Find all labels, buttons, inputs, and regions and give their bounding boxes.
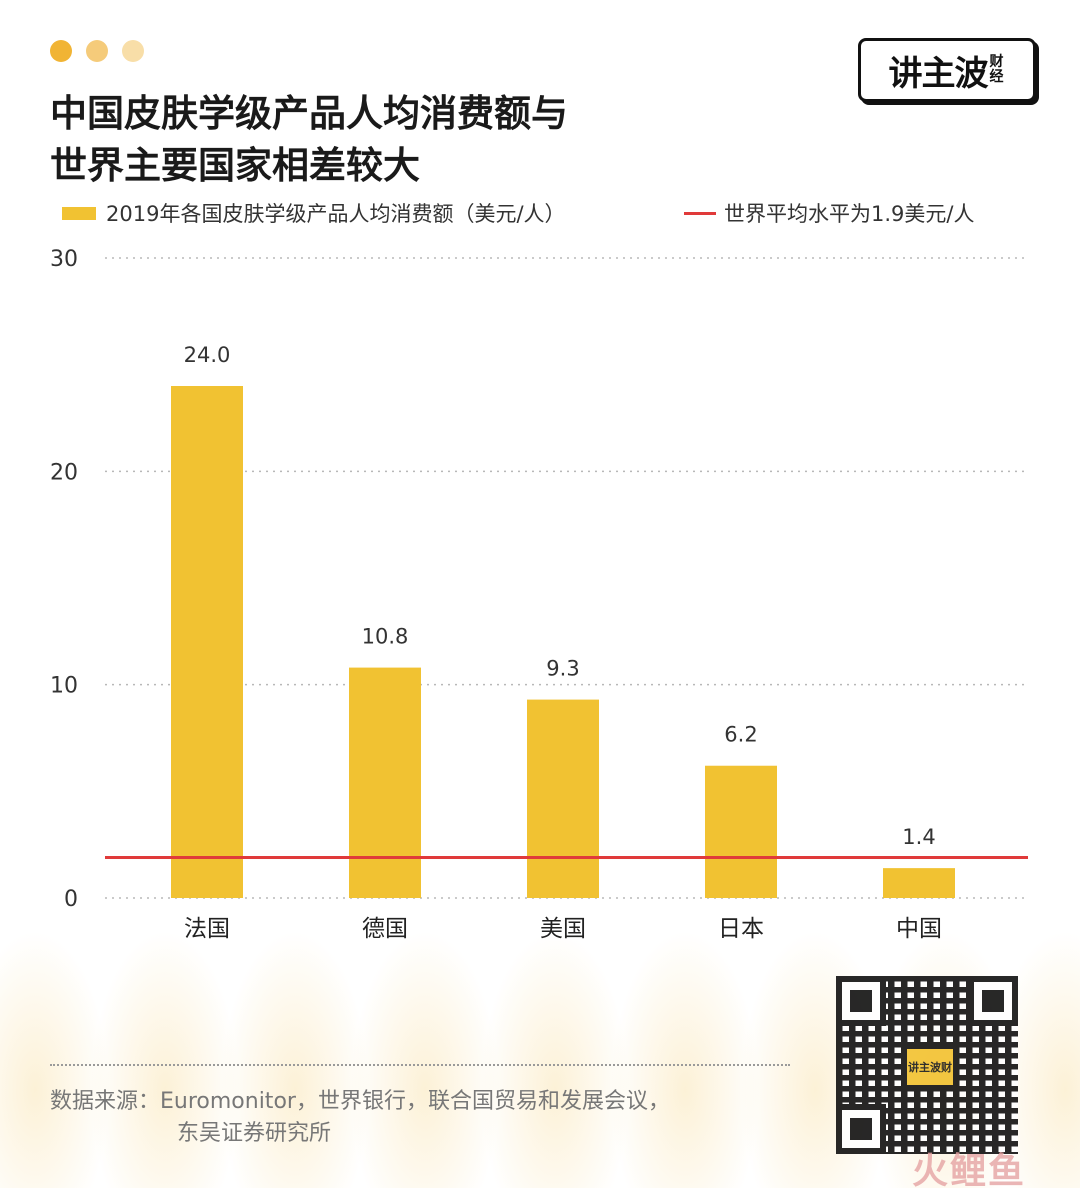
source-note: 数据来源：Euromonitor，世界银行，联合国贸易和发展会议， 东吴证券研究… (50, 1086, 670, 1150)
y-tick-label: 0 (64, 887, 78, 912)
bar-value-label: 9.3 (546, 657, 579, 681)
logo-main-text: 讲主波 (888, 53, 989, 94)
y-tick-label: 10 (50, 674, 78, 699)
legend-bar-swatch (62, 206, 96, 220)
qr-center-logo: 讲主波财 (904, 1046, 956, 1088)
dot-3 (122, 40, 144, 62)
dot-1 (50, 40, 72, 62)
legend-line-label: 世界平均水平为1.9美元/人 (724, 202, 975, 226)
source-line-2: 东吴证券研究所 (177, 1121, 332, 1146)
y-tick-label: 20 (50, 460, 78, 485)
bar (527, 699, 599, 898)
title-line-2: 世界主要国家相差较大 (50, 144, 420, 187)
brand-logo: 讲主波 财经 (858, 38, 1036, 102)
x-tick-label: 中国 (896, 916, 942, 942)
legend-bars-label: 2019年各国皮肤学级产品人均消费额（美元/人） (106, 202, 566, 226)
bar-value-label: 6.2 (724, 723, 757, 747)
x-tick-label: 日本 (718, 916, 764, 942)
bar (705, 765, 777, 898)
source-line-1: 数据来源：Euromonitor，世界银行，联合国贸易和发展会议， (50, 1089, 670, 1114)
legend-line: 世界平均水平为1.9美元/人 (684, 198, 974, 228)
qr-finder-tl (836, 976, 886, 1026)
logo-sub-text: 财经 (989, 54, 1004, 85)
y-tick-label: 30 (50, 247, 78, 272)
bar-value-label: 24.0 (184, 343, 231, 367)
page-title: 中国皮肤学级产品人均消费额与 世界主要国家相差较大 (50, 88, 568, 192)
qr-finder-bl (836, 1104, 886, 1154)
qr-finder-tr (968, 976, 1018, 1026)
source-divider (50, 1064, 790, 1066)
bar (349, 667, 421, 898)
x-tick-label: 德国 (362, 916, 408, 942)
legend-line-swatch (684, 211, 716, 215)
bar (883, 868, 955, 898)
legend-bars: 2019年各国皮肤学级产品人均消费额（美元/人） (62, 198, 566, 228)
x-tick-label: 美国 (540, 916, 586, 942)
title-line-1: 中国皮肤学级产品人均消费额与 (50, 92, 568, 135)
bar-value-label: 10.8 (362, 625, 409, 649)
bar-value-label: 1.4 (902, 825, 935, 849)
bar (171, 386, 243, 898)
bar-chart: 0 10 20 30 24.0 法国 10.8 德国 9.3 美国 6.2 日本 1.4 中国 (50, 247, 1028, 942)
dot-2 (86, 40, 108, 62)
watermark: 火鲤鱼 (912, 1151, 1027, 1192)
x-tick-label: 法国 (184, 916, 230, 942)
window-dots (50, 40, 144, 62)
qr-code: 讲主波财 (836, 976, 1018, 1154)
